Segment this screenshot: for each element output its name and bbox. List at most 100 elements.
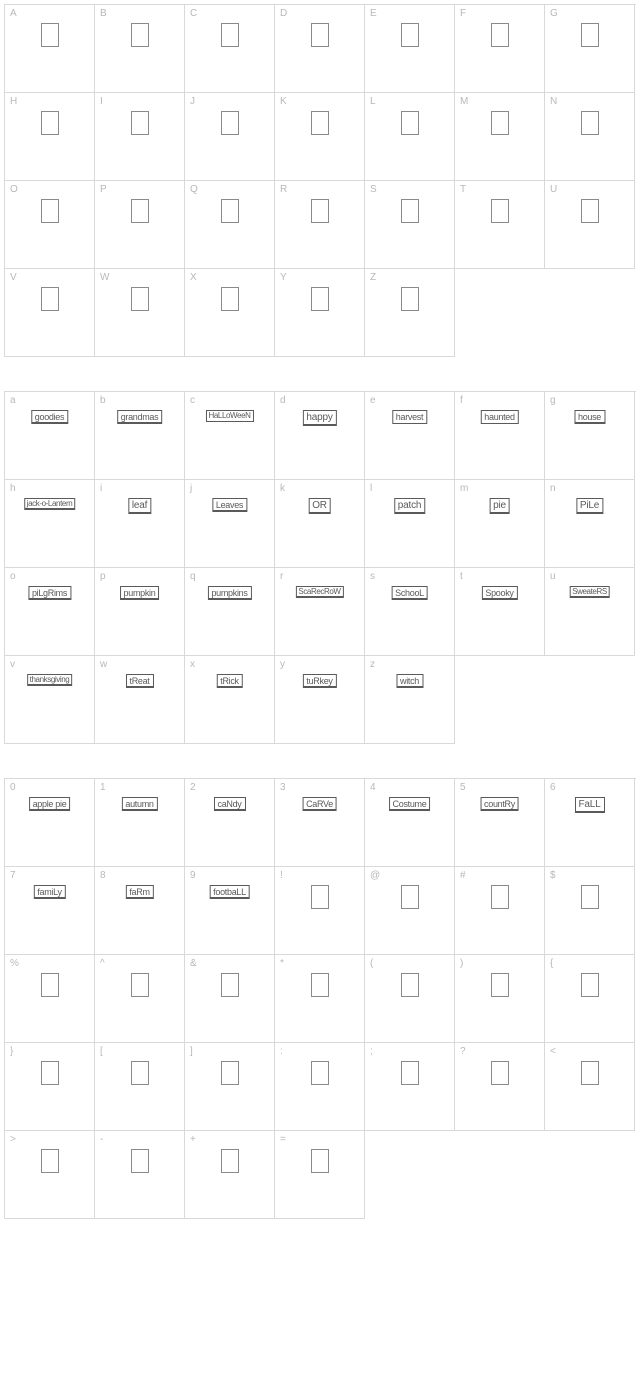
empty-glyph-box xyxy=(491,111,509,135)
glyph-cell: # xyxy=(455,867,545,955)
glyph-preview xyxy=(221,23,239,47)
glyph-cell: vthanksgiving xyxy=(5,656,95,744)
cell-label: U xyxy=(550,184,557,195)
glyph-text: Leaves xyxy=(212,498,247,512)
glyph-text: leaf xyxy=(128,498,151,514)
cell-label: 7 xyxy=(10,870,16,881)
glyph-cell: 6FaLL xyxy=(545,779,635,867)
glyph-preview xyxy=(401,287,419,311)
glyph-cell: T xyxy=(455,181,545,269)
empty-glyph-box xyxy=(491,199,509,223)
cell-label: q xyxy=(190,571,196,582)
glyph-cell: Y xyxy=(275,269,365,357)
glyph-preview xyxy=(131,111,149,135)
glyph-preview: harvest xyxy=(392,410,427,424)
glyph-cell: 2caNdy xyxy=(185,779,275,867)
glyph-text: Spooky xyxy=(481,586,517,600)
cell-label: 8 xyxy=(100,870,106,881)
glyph-cell: j Leaves xyxy=(185,480,275,568)
glyph-preview: tReat xyxy=(125,674,153,688)
glyph-preview: PiLe xyxy=(576,498,603,514)
glyph-cell: * xyxy=(275,955,365,1043)
section-uppercase: ABCDEFGHIJKLMNOPQRSTUVWXYZ xyxy=(4,4,636,357)
empty-glyph-box xyxy=(131,111,149,135)
glyph-cell: fhaunted xyxy=(455,392,545,480)
glyph-preview xyxy=(581,23,599,47)
empty-glyph-box xyxy=(401,111,419,135)
glyph-preview: Costume xyxy=(389,797,431,811)
glyph-cell: 7famiLy xyxy=(5,867,95,955)
cell-label: Y xyxy=(280,272,287,283)
glyph-text: tuRkey xyxy=(302,674,336,688)
cell-label: u xyxy=(550,571,556,582)
glyph-preview xyxy=(401,199,419,223)
empty-glyph-box xyxy=(221,1149,239,1173)
cell-label: % xyxy=(10,958,19,969)
glyph-text: SweateRS xyxy=(569,586,610,598)
empty-glyph-box xyxy=(131,1149,149,1173)
cell-label: ^ xyxy=(100,958,105,969)
empty-glyph-box xyxy=(311,287,329,311)
glyph-preview: patch xyxy=(394,498,425,514)
glyph-preview xyxy=(311,287,329,311)
glyph-preview xyxy=(491,23,509,47)
cell-label: k xyxy=(280,483,285,494)
glyph-preview: autumn xyxy=(121,797,157,811)
glyph-cell: lpatch xyxy=(365,480,455,568)
glyph-cell: cHaLLoWeeN xyxy=(185,392,275,480)
glyph-text: caNdy xyxy=(213,797,245,811)
glyph-preview xyxy=(221,1149,239,1173)
glyph-preview xyxy=(41,1149,59,1173)
glyph-cell: F xyxy=(455,5,545,93)
empty-glyph-box xyxy=(41,1061,59,1085)
glyph-preview: grandmas xyxy=(117,410,163,424)
glyph-cell: Z xyxy=(365,269,455,357)
glyph-cell: zwitch xyxy=(365,656,455,744)
glyph-cell: ytuRkey xyxy=(275,656,365,744)
cell-label: V xyxy=(10,272,17,283)
glyph-preview xyxy=(311,885,329,909)
glyph-preview xyxy=(311,23,329,47)
glyph-cell: rScaRecRoW xyxy=(275,568,365,656)
glyph-cell: ? xyxy=(455,1043,545,1131)
glyph-preview xyxy=(41,23,59,47)
cell-label: P xyxy=(100,184,107,195)
glyph-text: Costume xyxy=(389,797,431,811)
empty-glyph-box xyxy=(491,23,509,47)
glyph-preview xyxy=(221,973,239,997)
glyph-preview xyxy=(311,1061,329,1085)
glyph-preview: countRy xyxy=(480,797,519,811)
empty-glyph-box xyxy=(41,111,59,135)
glyph-cell: 4Costume xyxy=(365,779,455,867)
cell-label: r xyxy=(280,571,283,582)
cell-label: o xyxy=(10,571,16,582)
cell-label: j xyxy=(190,483,192,494)
glyph-preview: HaLLoWeeN xyxy=(205,410,253,422)
cell-label: { xyxy=(550,958,553,969)
empty-glyph-box xyxy=(581,111,599,135)
cell-label: > xyxy=(10,1134,16,1145)
empty-glyph-box xyxy=(581,973,599,997)
glyph-cell: Q xyxy=(185,181,275,269)
empty-glyph-box xyxy=(401,973,419,997)
cell-label: 9 xyxy=(190,870,196,881)
empty-glyph-box xyxy=(131,1061,149,1085)
cell-label: s xyxy=(370,571,375,582)
glyph-cell: W xyxy=(95,269,185,357)
glyph-text: grandmas xyxy=(117,410,163,424)
cell-label: 0 xyxy=(10,782,16,793)
glyph-cell: 9footbaLL xyxy=(185,867,275,955)
glyph-cell: xtRick xyxy=(185,656,275,744)
cell-label: < xyxy=(550,1046,556,1057)
cell-label: : xyxy=(280,1046,283,1057)
cell-label: E xyxy=(370,8,377,19)
cell-label: t xyxy=(460,571,463,582)
empty-glyph-box xyxy=(41,23,59,47)
glyph-cell: B xyxy=(95,5,185,93)
cell-label: [ xyxy=(100,1046,103,1057)
glyph-preview xyxy=(131,973,149,997)
glyph-cell: t Spooky xyxy=(455,568,545,656)
cell-label: f xyxy=(460,395,463,406)
glyph-preview: tRick xyxy=(216,674,243,688)
empty-glyph-box xyxy=(221,23,239,47)
